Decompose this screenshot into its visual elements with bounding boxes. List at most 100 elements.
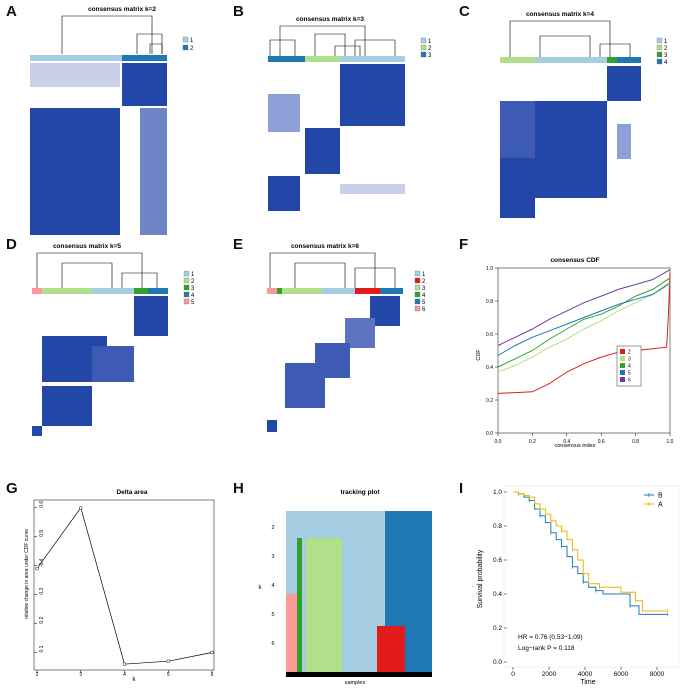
dendrogram <box>269 252 396 288</box>
matrix-block-side <box>140 108 167 235</box>
legend-swatch <box>414 291 421 298</box>
x-tick-label: 2000 <box>542 671 557 678</box>
tracking-col <box>377 626 405 672</box>
legend-label: 3 <box>422 286 426 292</box>
legend-label: 1 <box>190 38 194 44</box>
matrix-block <box>305 128 340 174</box>
legend-label: 4 <box>664 60 668 66</box>
legend-label: 2 <box>428 46 432 52</box>
consensus-matrix-k6: consensus matrix k=6 1 2 3 4 5 6 <box>267 243 426 432</box>
delta-area-chart: Delta area relative change in area under… <box>24 489 215 683</box>
legend-swatch <box>414 298 421 305</box>
consensus-cdf-chart: consensus CDF CDF consensus index 0.0 0.2… <box>476 257 674 449</box>
survival-line-A <box>513 491 668 612</box>
cluster-bar <box>267 288 277 294</box>
cluster-bar <box>607 57 617 63</box>
y-tick-label: 0.4 <box>493 591 502 598</box>
cdf-line-k2 <box>497 272 671 394</box>
survival-line-B <box>513 491 668 615</box>
legend-swatch <box>656 51 663 58</box>
legend-swatch <box>620 356 625 361</box>
legend-swatch <box>182 44 189 51</box>
tracking-col <box>306 538 342 672</box>
y-tick-label: 0.4 <box>486 365 493 371</box>
matrix-block <box>92 346 134 382</box>
panel-letter-h: H <box>233 480 244 497</box>
legend-label: 2 <box>628 350 631 356</box>
x-tick-label: 5 <box>167 672 170 678</box>
panel-letter-b: B <box>233 3 244 20</box>
cluster-bar-1 <box>30 55 167 61</box>
legend-swatch <box>620 370 625 375</box>
cdf-line-k3 <box>497 284 671 373</box>
matrix-block-light <box>30 63 120 87</box>
cluster-bar <box>322 288 355 294</box>
legend-label: 3 <box>628 357 631 363</box>
legend-swatch <box>414 270 421 277</box>
consensus-matrix-k2: consensus matrix k=2 1 2 <box>30 6 194 235</box>
legend-label: 2 <box>664 46 668 52</box>
dendrogram <box>509 20 631 57</box>
legend-label: 5 <box>422 300 426 306</box>
cluster-bar <box>500 57 535 63</box>
matrix-block-2 <box>122 63 167 106</box>
x-axis-label: consensus index <box>555 443 596 449</box>
y-axis-label: CDF <box>476 349 482 361</box>
x-tick-label: 0.6 <box>598 439 605 445</box>
row-label: 2 <box>271 525 274 531</box>
y-tick-label: 0.8 <box>486 299 493 305</box>
panel-letter-a: A <box>6 3 17 20</box>
cluster-bar <box>148 288 168 294</box>
legend-label: 3 <box>664 53 668 59</box>
legend-label: 3 <box>428 53 432 59</box>
delta-area-point <box>35 566 39 571</box>
cdf-line-k4 <box>497 277 671 368</box>
legend-label: 5 <box>191 300 195 306</box>
cluster-bar <box>380 288 403 294</box>
matrix-block-light <box>617 124 631 159</box>
legend-swatch <box>414 305 421 312</box>
dendrogram <box>36 252 158 288</box>
legend-swatch <box>414 284 421 291</box>
row-label: 6 <box>271 641 274 647</box>
consensus-matrix-k5: consensus matrix k=5 1 2 3 4 5 <box>32 243 195 436</box>
cluster-bar <box>282 288 322 294</box>
cluster-bar <box>355 288 380 294</box>
legend-swatch <box>620 377 625 382</box>
legend-swatch <box>183 270 190 277</box>
cluster-bar <box>268 56 305 62</box>
dendrogram <box>269 25 396 56</box>
matrix-block-light <box>340 184 405 194</box>
matrix-block <box>607 66 641 101</box>
cluster-bar <box>340 56 405 62</box>
legend-label: 3 <box>191 286 195 292</box>
y-tick-label: 0.1 <box>39 645 45 652</box>
matrix-title: consensus matrix k=2 <box>88 6 156 13</box>
matrix-block-light <box>268 94 300 132</box>
matrix-block <box>32 426 42 436</box>
matrix-block <box>285 363 325 408</box>
panel-letter-f: F <box>459 236 469 253</box>
legend-label: 1 <box>191 272 195 278</box>
panel-letter-e: E <box>233 236 244 253</box>
cluster-bar-2 <box>122 55 167 61</box>
legend-label: A <box>658 502 663 509</box>
cdf-line-k5 <box>497 282 671 356</box>
x-tick-label: 2 <box>36 672 39 678</box>
matrix-title: consensus matrix k=3 <box>296 16 364 23</box>
matrix-block <box>268 176 300 211</box>
y-tick-label: 0.2 <box>39 616 45 623</box>
legend-label: 1 <box>428 39 432 45</box>
delta-area-point <box>166 659 170 663</box>
y-tick-label: 0.0 <box>486 431 493 437</box>
survival-curve-chart: Survival probability Time 0.0 0.2 0.4 0.6 0.… <box>477 485 680 686</box>
y-axis-label: relative change in area under CDF curve <box>24 529 30 619</box>
y-tick-label: 0.6 <box>486 332 493 338</box>
x-tick-label: 0.8 <box>632 439 639 445</box>
matrix-title: consensus matrix k=5 <box>53 243 121 250</box>
y-tick-label: 0.3 <box>39 587 45 594</box>
consensus-matrix-k3: consensus matrix k=3 1 2 3 <box>268 16 432 211</box>
x-tick-label: 3 <box>79 672 82 678</box>
legend-swatch <box>414 277 421 284</box>
legend-swatch <box>420 51 427 58</box>
